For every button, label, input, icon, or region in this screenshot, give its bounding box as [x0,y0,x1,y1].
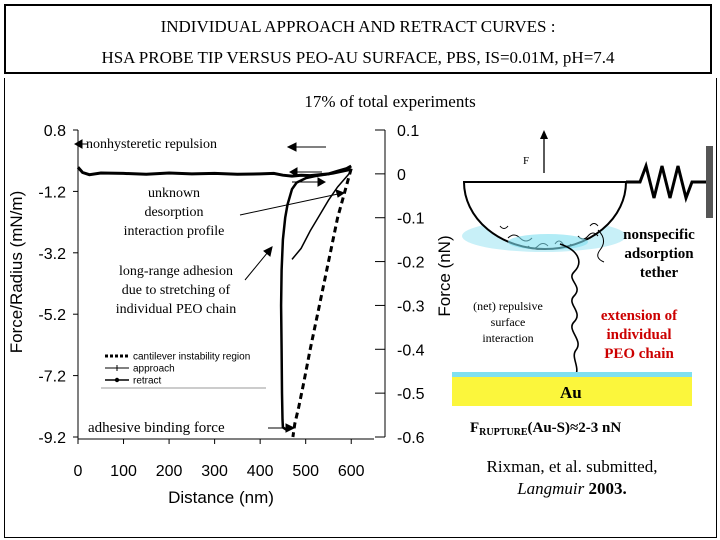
annotation-unknown-line3: interaction profile [123,224,225,239]
chart-labels: Distance (nm) Force/Radius (mN/m) Force … [7,191,454,507]
nonspecific-line3: tether [639,265,679,281]
legend-label-3: retract [133,376,162,387]
title-line-1: INDIVIDUAL APPROACH AND RETRACT CURVES : [160,17,556,36]
y-left-tick-label: -9.2 [38,430,66,447]
unknown-pointer [239,193,339,216]
series-cantilever-instability-region [291,168,353,438]
annotation-unknown-line2: desorption [144,205,204,220]
retract-arrow-1-head [286,142,297,152]
longrange-pointer-head [263,246,273,257]
longrange-pointer [244,251,269,281]
y-right-tick-label: 0.1 [397,123,419,140]
chart-legend: cantilever instability regionapproachret… [101,352,266,389]
annotation-longrange-line1: long-range adhesion [119,264,233,279]
y-right-tick-label: 0 [397,167,406,184]
annotation-unknown-line1: unknown [147,186,201,201]
legend-label-1: cantilever instability region [133,352,250,363]
annotation-longrange: long-range adhesion due to stretching of… [92,262,260,319]
repulsive-line2: surface [490,315,526,329]
y-right-tick-label: -0.2 [397,255,425,272]
extension-line1: extension of [600,308,678,324]
au-label: Au [560,383,582,402]
au-surface [452,374,692,406]
citation-line1: Rixman, et al. submitted, [486,457,658,476]
chart-series [76,164,353,438]
repulsive-line1: (net) repulsive [473,299,543,313]
x-axis-label: Distance (nm) [168,488,274,507]
series-unknown-desorption-interaction-profile [291,173,350,260]
citation-journal: Langmuir [517,479,585,498]
y-left-tick-label: -3.2 [38,246,66,263]
x-tick-label: 300 [201,463,228,480]
annotation-unknown: unknown desorption interaction profile [104,184,244,241]
extension-line3: PEO chain [604,346,674,362]
y-right-tick-label: -0.3 [397,298,425,315]
annotation-longrange-line3: individual PEO chain [115,302,237,317]
annotation-longrange-line2: due to stretching of [121,283,231,298]
title-line-2: HSA PROBE TIP VERSUS PEO-AU SURFACE, PBS… [101,48,615,67]
legend-marker-retract [114,377,120,383]
nonspecific-line1: nonspecific [623,227,695,243]
repulsive-interaction-label: (net) repulsive surface interaction [448,298,568,346]
peo-extension-label: extension of individual PEO chain [584,307,694,364]
series-retract [279,168,352,432]
rupture-suffix: (Au-S)≈2-3 nN [527,420,622,436]
annotation-arrows [73,139,346,433]
approach-arrow-1-head [317,177,327,187]
y-right-tick-label: -0.1 [397,211,425,228]
y-left-tick-label: 0.8 [44,123,66,140]
subtitle: 17% of total experiments [304,92,476,111]
rupture-force-label: FRUPTURE(Au-S)≈2-3 nN [470,419,670,442]
y-right-tick-label: -0.6 [397,430,425,447]
adsorption-cloud [508,234,588,250]
x-tick-label: 200 [156,463,183,480]
y-axis-label-right: Force (nN) [435,235,454,316]
y-left-tick-label: -1.2 [38,184,66,201]
y-right-tick-label: -0.5 [397,386,425,403]
extension-line2: individual [606,327,672,343]
peo-chain [559,243,580,379]
annotation-adhesive: adhesive binding force [88,420,225,436]
x-tick-label: 100 [110,463,137,480]
spring-post [706,146,713,218]
y-left-tick-label: -5.2 [38,307,66,324]
x-tick-label: 0 [74,463,83,480]
content-frame [4,78,717,538]
force-label: F [523,155,529,167]
unknown-pointer-head [335,189,346,198]
y-left-tick-label: -7.2 [38,369,66,386]
x-tick-label: 400 [247,463,274,480]
nonhysteretic-arrow-head [73,139,83,149]
nonspecific-tether-label: nonspecific adsorption tether [604,226,714,283]
au-surface-edge [452,372,692,377]
repulsive-line3: interaction [482,331,534,345]
force-arrow-head [540,130,548,139]
y-axis-label-left: Force/Radius (mN/m) [7,191,26,353]
x-tick-label: 600 [338,463,365,480]
spring [626,160,706,204]
title-box: INDIVIDUAL APPROACH AND RETRACT CURVES :… [4,4,712,74]
legend-label-2: approach [133,364,175,375]
retract-arrow-2-head [288,167,298,177]
rupture-sub: RUPTURE [479,427,528,438]
annotation-nonhysteretic: nonhysteretic repulsion [86,137,218,152]
citation-line2: Langmuir 2003. [462,478,682,500]
citation-year: 2003. [584,479,627,498]
nonspecific-line2: adsorption [624,246,694,262]
y-right-tick-label: -0.4 [397,342,425,359]
rupture-prefix: F [470,420,480,436]
citation: Rixman, et al. submitted, Langmuir 2003. [462,456,682,500]
tether-loop [597,229,605,263]
chart-axes: 0.8 -1.2 -3.2 -5.2 -7.2 -9.2 0.1 0 -0.1 -0.2 -0.3 -… [38,123,424,480]
adhesive-arrow-head [285,423,296,433]
x-tick-label: 500 [292,463,319,480]
